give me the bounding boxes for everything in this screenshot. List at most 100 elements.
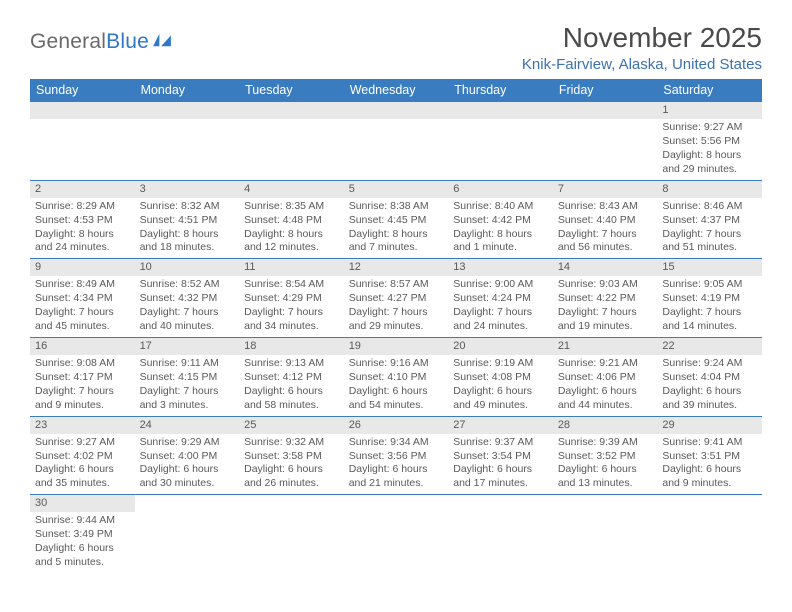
calendar-cell: 22Sunrise: 9:24 AMSunset: 4:04 PMDayligh… (657, 337, 762, 416)
day-body: Sunrise: 8:29 AMSunset: 4:53 PMDaylight:… (30, 198, 135, 258)
day-body: Sunrise: 9:34 AMSunset: 3:56 PMDaylight:… (344, 434, 449, 494)
calendar-cell: 18Sunrise: 9:13 AMSunset: 4:12 PMDayligh… (239, 337, 344, 416)
day-number: 9 (30, 259, 135, 276)
daylight-line2: and 12 minutes. (244, 241, 339, 255)
sunset-line: Sunset: 4:40 PM (558, 214, 653, 228)
daylight-line2: and 13 minutes. (558, 477, 653, 491)
day-body: Sunrise: 8:54 AMSunset: 4:29 PMDaylight:… (239, 276, 344, 336)
daylight-line1: Daylight: 7 hours (662, 306, 757, 320)
sunset-line: Sunset: 3:49 PM (35, 528, 130, 542)
sunset-value: 4:24 PM (492, 292, 531, 304)
calendar-cell (448, 495, 553, 573)
dayhead-thu: Thursday (448, 79, 553, 102)
calendar-cell: 8Sunrise: 8:46 AMSunset: 4:37 PMDaylight… (657, 180, 762, 259)
daylight-line2: and 1 minute. (453, 241, 548, 255)
sunrise-value: 8:32 AM (181, 200, 220, 212)
day-number: 18 (239, 338, 344, 355)
daylight-line1: Daylight: 6 hours (140, 463, 235, 477)
daylight-line2: and 29 minutes. (662, 163, 757, 177)
daynum-bar-empty (30, 102, 135, 119)
daylight-line1: Daylight: 6 hours (35, 542, 130, 556)
calendar-cell: 24Sunrise: 9:29 AMSunset: 4:00 PMDayligh… (135, 416, 240, 495)
day-number: 7 (553, 181, 658, 198)
sunrise-line: Sunrise: 8:49 AM (35, 278, 130, 292)
sunset-line: Sunset: 3:54 PM (453, 450, 548, 464)
day-body: Sunrise: 9:24 AMSunset: 4:04 PMDaylight:… (657, 355, 762, 415)
day-body: Sunrise: 9:03 AMSunset: 4:22 PMDaylight:… (553, 276, 658, 336)
sunset-line: Sunset: 5:56 PM (662, 135, 757, 149)
sunset-value: 5:56 PM (701, 135, 740, 147)
day-number: 22 (657, 338, 762, 355)
calendar-row: 16Sunrise: 9:08 AMSunset: 4:17 PMDayligh… (30, 337, 762, 416)
day-body: Sunrise: 9:00 AMSunset: 4:24 PMDaylight:… (448, 276, 553, 336)
sunset-line: Sunset: 4:51 PM (140, 214, 235, 228)
daylight-line2: and 29 minutes. (349, 320, 444, 334)
day-body: Sunrise: 8:32 AMSunset: 4:51 PMDaylight:… (135, 198, 240, 258)
day-number: 28 (553, 417, 658, 434)
day-body: Sunrise: 9:08 AMSunset: 4:17 PMDaylight:… (30, 355, 135, 415)
day-number: 1 (657, 102, 762, 119)
sunset-value: 4:06 PM (596, 371, 635, 383)
day-number: 19 (344, 338, 449, 355)
day-body: Sunrise: 9:27 AMSunset: 5:56 PMDaylight:… (657, 119, 762, 179)
sunrise-line: Sunrise: 8:29 AM (35, 200, 130, 214)
sunset-line: Sunset: 3:58 PM (244, 450, 339, 464)
day-number: 21 (553, 338, 658, 355)
day-body: Sunrise: 9:27 AMSunset: 4:02 PMDaylight:… (30, 434, 135, 494)
day-number: 14 (553, 259, 658, 276)
sunrise-value: 9:27 AM (76, 436, 115, 448)
daynum-bar-empty (135, 102, 240, 119)
day-body: Sunrise: 9:05 AMSunset: 4:19 PMDaylight:… (657, 276, 762, 336)
sunset-line: Sunset: 3:51 PM (662, 450, 757, 464)
daylight-line2: and 49 minutes. (453, 399, 548, 413)
dayhead-sat: Saturday (657, 79, 762, 102)
sunrise-line: Sunrise: 9:37 AM (453, 436, 548, 450)
daylight-line2: and 34 minutes. (244, 320, 339, 334)
day-body: Sunrise: 8:35 AMSunset: 4:48 PMDaylight:… (239, 198, 344, 258)
sunrise-line: Sunrise: 8:40 AM (453, 200, 548, 214)
day-number: 5 (344, 181, 449, 198)
sunset-value: 4:22 PM (596, 292, 635, 304)
day-body: Sunrise: 8:40 AMSunset: 4:42 PMDaylight:… (448, 198, 553, 258)
calendar-cell: 28Sunrise: 9:39 AMSunset: 3:52 PMDayligh… (553, 416, 658, 495)
sunrise-value: 8:40 AM (495, 200, 534, 212)
sunrise-line: Sunrise: 9:41 AM (662, 436, 757, 450)
daylight-line1: Daylight: 7 hours (35, 306, 130, 320)
daylight-line2: and 51 minutes. (662, 241, 757, 255)
daylight-line2: and 58 minutes. (244, 399, 339, 413)
sunrise-value: 9:27 AM (704, 121, 743, 133)
sunset-line: Sunset: 4:22 PM (558, 292, 653, 306)
daylight-line2: and 30 minutes. (140, 477, 235, 491)
calendar-cell: 19Sunrise: 9:16 AMSunset: 4:10 PMDayligh… (344, 337, 449, 416)
header: GeneralBlue November 2025 Knik-Fairview,… (30, 22, 762, 73)
daynum-bar-empty (239, 102, 344, 119)
daylight-line2: and 14 minutes. (662, 320, 757, 334)
sunrise-value: 9:11 AM (181, 357, 219, 369)
sunset-value: 4:45 PM (387, 214, 426, 226)
sunrise-value: 8:46 AM (704, 200, 743, 212)
sunrise-value: 9:21 AM (599, 357, 638, 369)
daylight-line1: Daylight: 6 hours (558, 463, 653, 477)
logo-word1: General (30, 30, 106, 53)
daylight-line2: and 24 minutes. (453, 320, 548, 334)
daylight-line1: Daylight: 7 hours (453, 306, 548, 320)
sunset-value: 4:42 PM (492, 214, 531, 226)
sunset-line: Sunset: 4:29 PM (244, 292, 339, 306)
sunrise-line: Sunrise: 9:32 AM (244, 436, 339, 450)
day-number: 13 (448, 259, 553, 276)
title-block: November 2025 Knik-Fairview, Alaska, Uni… (522, 22, 762, 73)
calendar-cell: 5Sunrise: 8:38 AMSunset: 4:45 PMDaylight… (344, 180, 449, 259)
sunset-value: 4:15 PM (178, 371, 217, 383)
calendar-cell: 7Sunrise: 8:43 AMSunset: 4:40 PMDaylight… (553, 180, 658, 259)
sunrise-line: Sunrise: 9:44 AM (35, 514, 130, 528)
day-body: Sunrise: 9:21 AMSunset: 4:06 PMDaylight:… (553, 355, 658, 415)
sunset-line: Sunset: 4:27 PM (349, 292, 444, 306)
calendar-row: 1Sunrise: 9:27 AMSunset: 5:56 PMDaylight… (30, 102, 762, 180)
sunset-line: Sunset: 4:37 PM (662, 214, 757, 228)
day-body: Sunrise: 8:38 AMSunset: 4:45 PMDaylight:… (344, 198, 449, 258)
calendar-cell: 20Sunrise: 9:19 AMSunset: 4:08 PMDayligh… (448, 337, 553, 416)
day-body: Sunrise: 9:44 AMSunset: 3:49 PMDaylight:… (30, 512, 135, 572)
sunrise-value: 9:29 AM (181, 436, 220, 448)
sunrise-value: 9:16 AM (390, 357, 429, 369)
calendar-row: 30Sunrise: 9:44 AMSunset: 3:49 PMDayligh… (30, 495, 762, 573)
